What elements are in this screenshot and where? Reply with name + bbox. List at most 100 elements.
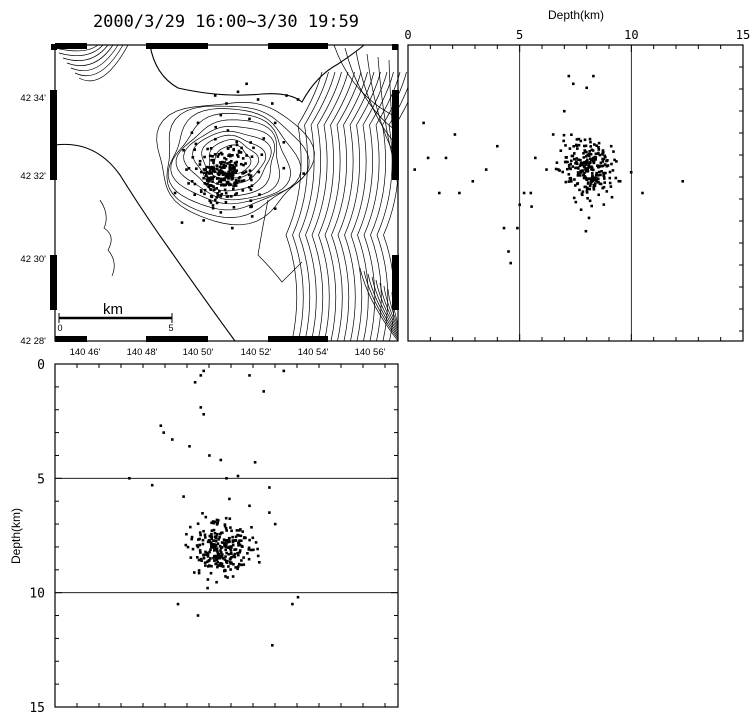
hypocenter-point [212,544,216,548]
hypocenter-point [562,139,565,143]
hypocenter-point [602,203,606,206]
hypocenter-point [214,536,218,540]
epicenter-point [203,155,206,159]
epicenter-point [224,191,228,195]
hypocenter-point [576,147,579,150]
epicenter-point [205,172,208,175]
epicenter-point [210,167,214,171]
hypocenter-point [247,548,251,551]
epicenter-point [216,182,219,185]
hypocenter-point [569,167,572,171]
terrain-contour [344,71,381,342]
epicenter-point [226,129,230,132]
epicenter-point [207,172,211,175]
hypocenter-point [577,143,581,147]
hypocenter-point [228,560,232,564]
hypocenter-point [226,559,229,563]
hypocenter-point [572,82,575,86]
epicenter-point [196,121,200,125]
hypocenter-point [223,524,227,528]
hypocenter-point [236,533,239,537]
epicenter-point [244,162,247,165]
epicenter-point [224,175,228,179]
hypocenter-point [218,556,222,560]
hypocenter-point [233,552,237,556]
hypocenter-point [248,504,251,508]
hypocenter-point [234,539,237,542]
epicenter-point [241,189,245,192]
hypocenter-point [586,181,590,184]
hypocenter-point [209,548,212,551]
hypocenter-point [220,541,224,544]
hypocenter-point [588,177,591,181]
epicenter-point [216,155,220,158]
hypocenter-point [199,557,203,561]
epicenter-point [220,192,224,196]
hypocenter-point [242,556,245,559]
hypocenter-point [238,562,241,566]
terrain-contour [331,71,368,342]
hypocenter-point [225,477,228,480]
hypocenter-point [585,150,588,154]
hypocenter-point [229,549,233,552]
terrain-contour [371,276,399,336]
epicenter-point [248,169,252,172]
epicenter-point [235,192,238,195]
hypocenter-point [598,182,602,185]
frame-bar [146,43,208,49]
hypocenter-point [555,161,559,164]
map-x-tick-label: 140 46' [70,347,101,358]
hypocenter-point [574,200,578,204]
hypocenter-point [215,547,219,550]
hypocenter-point [209,571,213,575]
hypocenter-point [589,177,593,180]
hypocenter-point [438,191,441,195]
hypocenter-point [586,186,589,190]
hypocenter-point [225,539,228,542]
epicenter-point [205,165,209,169]
hypocenter-point [222,565,225,568]
caldera-contour [156,102,315,226]
right-x-tick-label: 15 [736,28,750,42]
epicenter-point [237,155,240,158]
hypocenter-point [453,133,457,136]
hypocenter-point [216,532,219,536]
terrain-contour [337,71,375,342]
hypocenter-point [223,558,227,561]
epicenter-map-panel: km 0 5 140 46' 140 48' 140 50' 140 52' 140 5… [20,43,420,358]
hypocenter-point [234,535,238,539]
epicenter-point [221,173,225,176]
hypocenter-point [224,555,227,558]
hypocenter-point [572,196,576,200]
hypocenter-point [227,565,230,568]
epicenter-point [214,198,217,202]
hypocenter-point [208,559,211,562]
hypocenter-point [202,556,206,560]
epicenter-point [234,184,238,187]
hypocenter-point [602,174,605,177]
epicenter-point [224,200,228,204]
terrain-contour [74,44,124,77]
hypocenter-point [231,540,235,544]
epicenter-point [257,170,261,174]
bottom-y-tick-label: 5 [37,472,45,487]
epicenter-point [206,177,209,180]
hypocenter-point [184,543,188,547]
epicenter-point [212,158,216,162]
hypocenter-point [609,185,613,188]
caldera-contour [209,139,260,179]
epicenter-point [217,153,221,156]
hypocenter-point [502,226,506,230]
right-panel-xlabel: Depth(km) [548,8,604,22]
epicenter-point [231,164,235,167]
hypocenter-point [602,151,605,154]
hypocenter-point [188,445,191,448]
hypocenter-point [254,541,258,544]
hypocenter-point [216,550,219,553]
hypocenter-point [592,160,596,163]
hypocenter-point [575,138,579,141]
epicenter-point [234,163,238,166]
epicenter-point [206,179,209,182]
hypocenter-point [574,166,577,170]
caldera-contour [183,125,276,197]
